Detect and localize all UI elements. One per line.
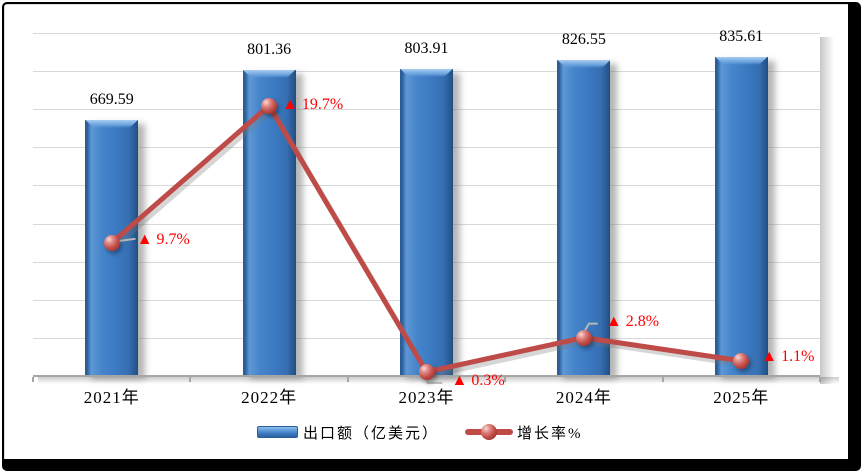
- bar-value-label: 801.36: [247, 40, 292, 58]
- line-series-swatch-icon: [465, 424, 514, 440]
- growth-marker: [418, 363, 435, 380]
- legend-item-growth-rate: 增长率%: [465, 422, 583, 443]
- axis-shadow: [38, 377, 839, 384]
- bar-value-label: 835.61: [719, 27, 764, 45]
- growth-line-shadow: [112, 107, 747, 379]
- bar-2025年: [714, 56, 768, 375]
- growth-rate-label: ▲ 2.8%: [605, 312, 660, 330]
- growth-marker: [575, 329, 592, 346]
- x-axis-tick: [189, 377, 192, 382]
- label-leader-line: [583, 322, 598, 332]
- growth-marker: [103, 234, 120, 251]
- x-axis-tick: [346, 377, 349, 382]
- x-axis-tick: [819, 377, 821, 382]
- growth-marker: [261, 97, 278, 114]
- growth-marker: [733, 352, 750, 369]
- x-axis-label: 2025年: [713, 388, 770, 407]
- bar-2024年: [557, 60, 611, 375]
- legend-label-export-value: 出口额（亿美元）: [303, 425, 440, 442]
- x-axis-tick: [32, 377, 34, 382]
- x-axis-tick: [661, 377, 664, 382]
- growth-rate-label: ▲ 1.1%: [761, 347, 815, 365]
- x-axis-label: 2022年: [241, 388, 298, 407]
- growth-rate-label: ▲ 9.7%: [136, 230, 190, 248]
- growth-rate-label: ▲ 19.7%: [282, 95, 344, 113]
- line-swatch-marker-icon: [481, 424, 498, 440]
- x-axis-label: 2024年: [555, 388, 612, 407]
- bar-2023年: [400, 68, 453, 375]
- growth-line: [109, 103, 744, 375]
- x-axis-tick: [504, 377, 507, 382]
- legend-item-export-value: 出口额（亿美元）: [257, 422, 439, 443]
- bar-value-label: 669.59: [89, 90, 134, 108]
- label-leader-line: [426, 377, 443, 384]
- growth-rate-label: ▲ 0.3%: [451, 371, 505, 389]
- x-axis-label: 2023年: [398, 388, 455, 407]
- bar-series-swatch-icon: [257, 426, 298, 438]
- legend-label-growth-rate: 增长率%: [517, 425, 583, 442]
- growth-line-layer: [109, 103, 747, 384]
- gridline: [33, 33, 820, 34]
- plot-area-shadow: [820, 37, 834, 384]
- x-axis-label: 2021年: [83, 388, 140, 407]
- bar-value-label: 826.55: [561, 31, 606, 48]
- label-leader-line: [118, 237, 136, 242]
- bar-value-label: 803.91: [404, 39, 449, 57]
- chart-legend: 出口额（亿美元） 增长率%: [257, 421, 583, 443]
